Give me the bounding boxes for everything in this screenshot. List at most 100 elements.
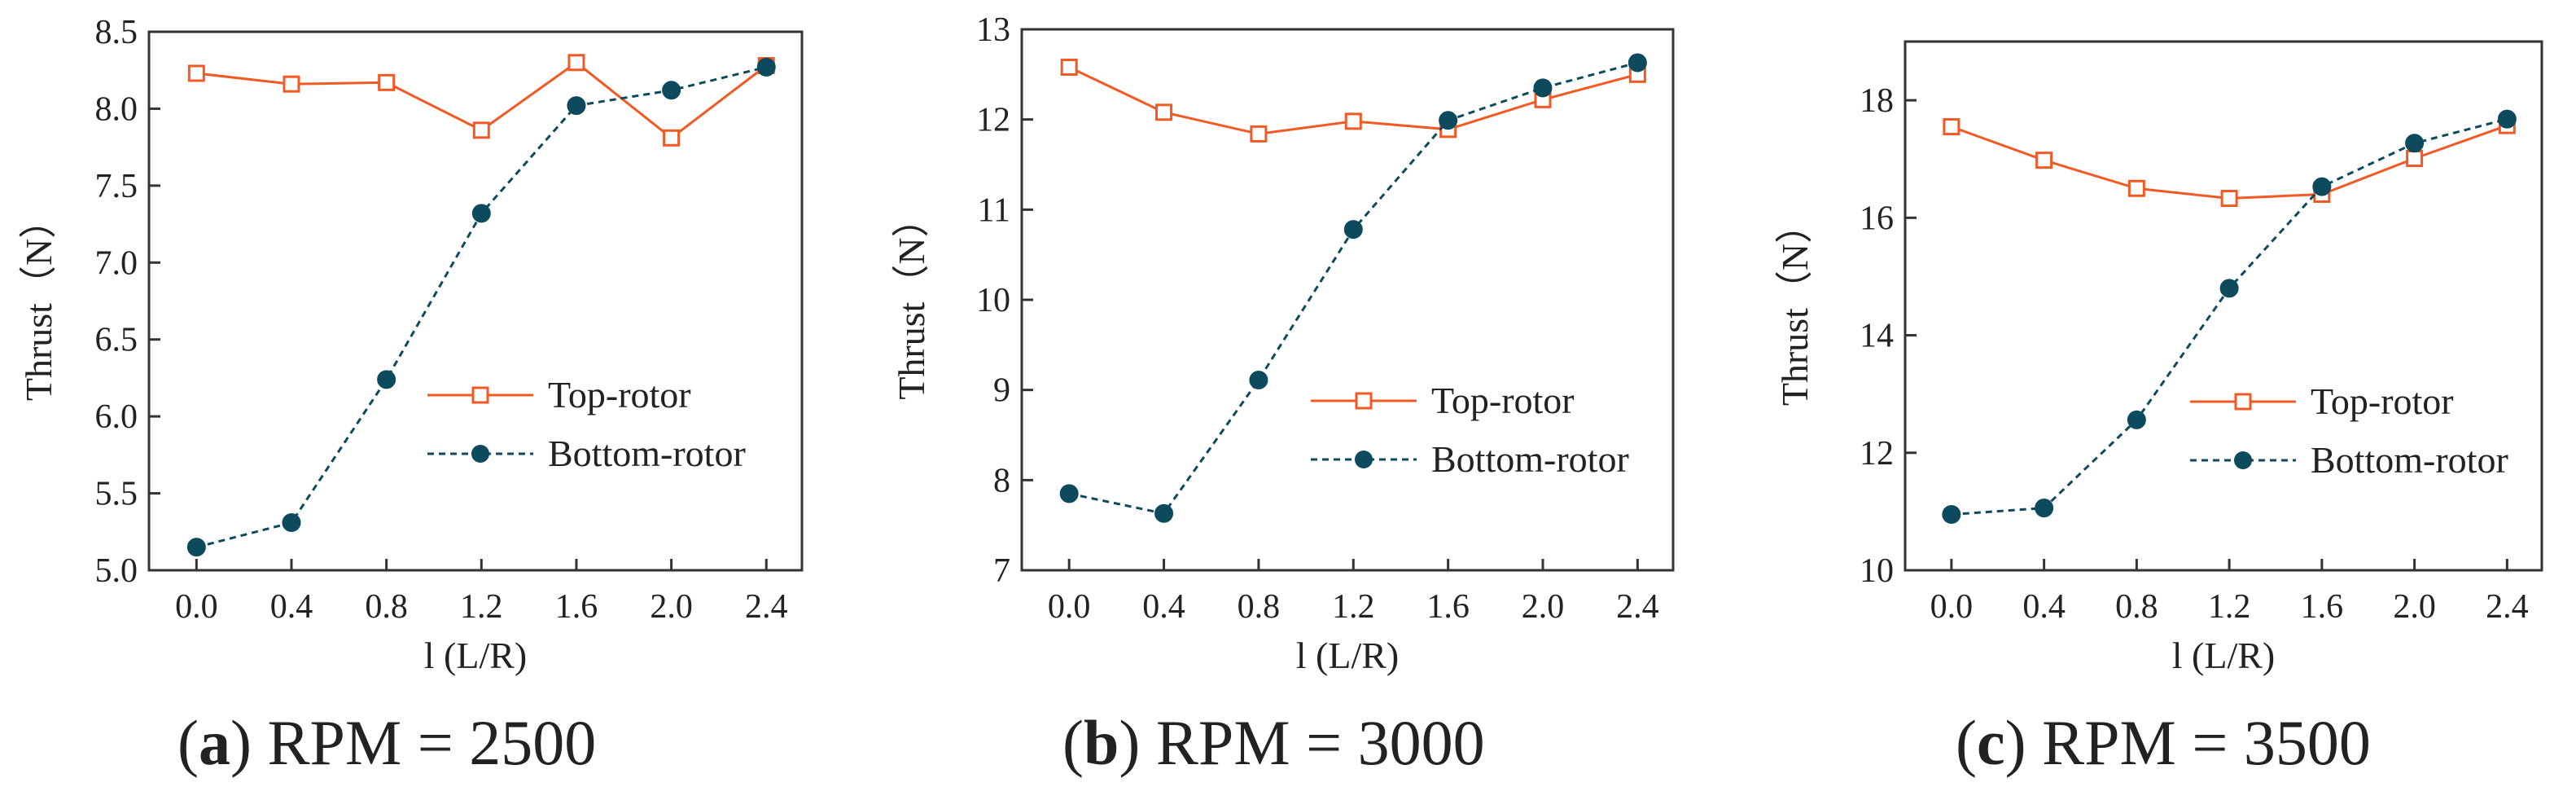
top-rotor-point [283,75,300,93]
legend-marker-bottom-rotor [471,445,489,463]
y-tick-label: 8 [993,462,1010,499]
x-axis-label: l (L/R) [2172,635,2275,676]
bottom-rotor-point [377,370,396,389]
bottom-rotor-point [1059,484,1079,503]
top-rotor-point [1344,112,1362,130]
legend-label-bottom-rotor: Bottom-rotor [2311,439,2508,481]
x-axis-label: l (L/R) [1296,635,1399,676]
x-tick-label: 2.4 [1616,588,1659,626]
y-tick-label: 6.0 [95,398,138,436]
y-axis-label: Thrust（N） [18,201,59,401]
legend-marker-top-rotor [471,386,489,404]
legend: Top-rotor Bottom-rotor [2190,380,2508,481]
plot-frame [147,30,804,572]
x-tick-label: 0.0 [175,588,218,626]
chart-panel-a: 5.0 5.5 6.0 6.5 7.0 7.5 8.0 8.5 0.0 0.4 0.8 1.2 1.6 2… [18,14,804,778]
y-tick-label: 10 [976,282,1010,319]
y-tick-label: 9 [993,372,1010,410]
bottom-rotor-point [186,538,206,557]
top-rotor-point [2127,179,2145,197]
top-rotor-point [2406,150,2424,168]
bottom-rotor-point [1942,504,1961,524]
x-tick-label: 0.8 [365,588,408,626]
y-tick-label: 11 [978,191,1010,229]
bottom-rotor-point [1628,53,1647,73]
x-axis-label: l (L/R) [424,635,527,676]
y-tick-label: 8.5 [95,14,138,51]
x-tick-label: 0.4 [2022,588,2066,626]
x-tick-label: 0.0 [1048,588,1091,626]
y-tick-label: 7.0 [95,244,138,282]
chart-panel-c: 10 12 14 16 18 0.0 0.4 0.8 1.2 1.6 2.0 2.4 l (L/R) Th… [1774,40,2543,778]
x-tick-label: 1.6 [1426,588,1470,626]
x-tick-label: 0.8 [2115,588,2158,626]
x-tick-label: 1.2 [1332,588,1375,626]
x-tick-label: 0.4 [270,588,313,626]
legend-label-bottom-rotor: Bottom-rotor [548,433,746,474]
top-rotor-point [567,54,585,72]
y-tick-label: 10 [1860,552,1894,590]
bottom-rotor-point [2497,109,2517,129]
legend: Top-rotor Bottom-rotor [1311,380,1629,480]
top-rotor-point [1155,103,1173,121]
bottom-rotor-point [1439,111,1458,130]
top-rotor-point [2220,190,2238,208]
x-tick-label: 0.0 [1930,588,1974,626]
bottom-rotor-point [1249,370,1268,389]
y-axis-label: Thrust（N） [891,200,932,399]
x-tick-label: 0.4 [1142,588,1185,626]
x-tick-label: 2.0 [2393,588,2436,626]
top-rotor-point [2035,152,2053,169]
plot-frame [1020,28,1675,572]
legend-marker-bottom-rotor [1355,451,1373,468]
series-line-top-rotor [1951,124,2508,200]
y-tick-label: 14 [1860,318,1894,355]
bottom-rotor-point [2219,279,2239,298]
legend-marker-top-rotor [1355,392,1373,410]
bottom-rotor-point [1343,220,1363,240]
y-tick-label: 18 [1860,82,1894,120]
plot-frame [1904,40,2543,572]
panel-caption: (c) RPM = 3500 [1956,707,2371,778]
x-tick-label: 2.0 [1522,588,1565,626]
y-tick-label: 12 [976,102,1010,139]
y-tick-label: 7.5 [95,168,138,205]
bottom-rotor-point [2312,177,2332,196]
panel-caption: (a) RPM = 2500 [177,707,596,778]
top-rotor-point [1250,125,1268,143]
legend-label-bottom-rotor: Bottom-rotor [1431,438,1629,480]
x-tick-label: 1.2 [2208,588,2251,626]
x-tick-label: 1.2 [460,588,503,626]
x-tick-label: 2.4 [2486,588,2529,626]
y-tick-label: 12 [1860,435,1894,473]
y-tick-label: 16 [1860,200,1894,237]
y-tick-label: 5.5 [95,476,138,513]
x-tick-label: 2.4 [745,588,788,626]
panel-caption: (b) RPM = 3000 [1062,707,1485,778]
bottom-rotor-point [282,512,301,532]
x-tick-label: 0.8 [1238,588,1281,626]
chart-panel-b: 7 8 9 10 11 12 13 0.0 0.4 0.8 1.2 1.6 2.0 2.4 l (L/R) T… [891,11,1675,778]
legend: Top-rotor Bottom-rotor [427,374,746,474]
x-tick-label: 2.0 [650,588,693,626]
bottom-rotor-point [2035,499,2054,518]
y-tick-label: 8.0 [95,90,138,128]
top-rotor-point [378,73,396,91]
legend-label-top-rotor: Top-rotor [548,374,691,415]
bottom-rotor-point [662,81,681,100]
x-tick-label: 1.6 [2301,588,2344,626]
top-rotor-point [1060,58,1078,76]
bottom-rotor-point [1533,78,1553,98]
top-rotor-point [1943,118,1960,136]
y-axis-label: Thrust（N） [1774,206,1816,406]
legend-label-top-rotor: Top-rotor [2311,380,2454,422]
y-tick-label: 13 [976,11,1010,49]
series-line-bottom-rotor [195,65,767,549]
bottom-rotor-point [2405,134,2425,153]
bottom-rotor-point [756,57,776,77]
x-tick-label: 1.6 [555,588,598,626]
y-tick-label: 6.5 [95,322,138,359]
top-rotor-point [663,129,681,147]
bottom-rotor-point [471,204,491,223]
